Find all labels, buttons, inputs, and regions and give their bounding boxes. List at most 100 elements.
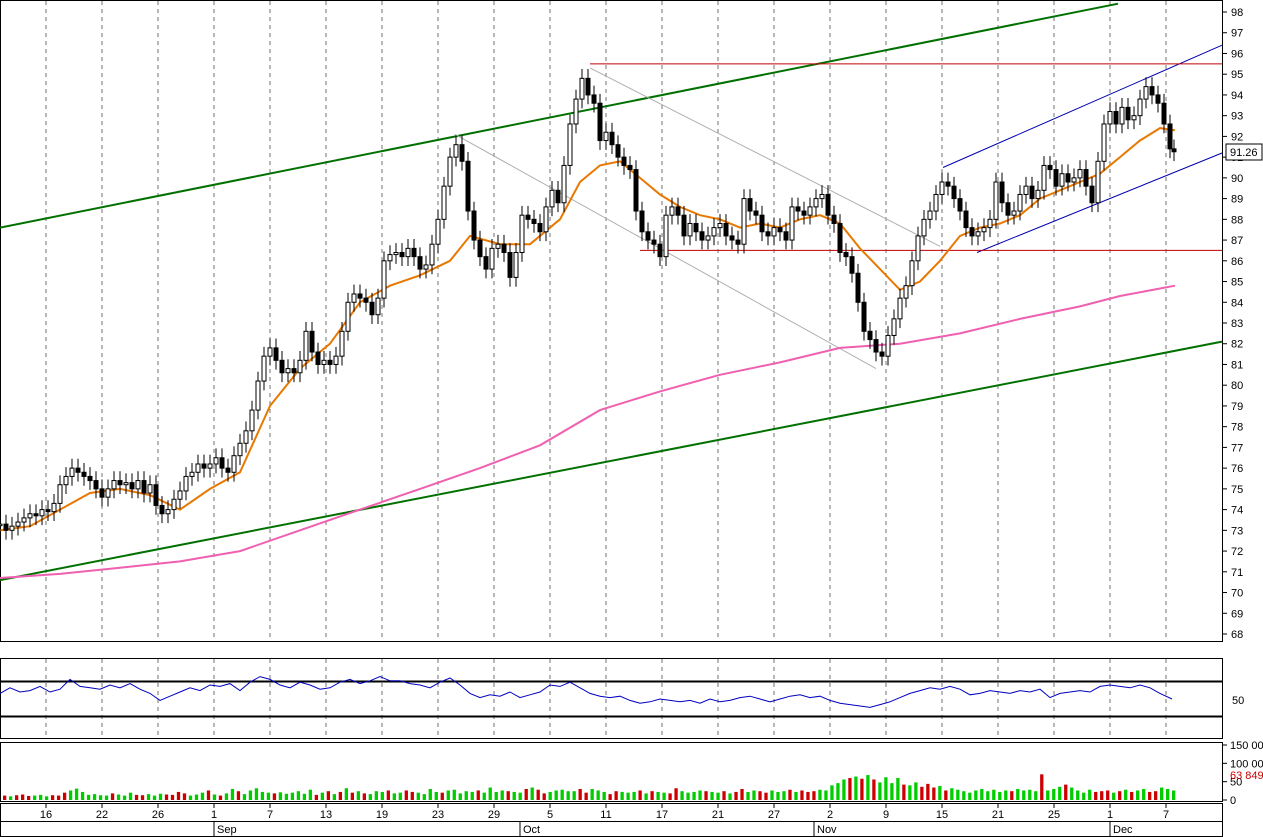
price-candle-157: [939, 181, 945, 195]
volume-bar-179: [1076, 790, 1080, 800]
price-candle-4: [21, 517, 27, 523]
volume-bar-54: [326, 791, 331, 800]
price-candle-131: [783, 231, 789, 241]
volume-bar-2: [14, 795, 19, 800]
price-candle-88: [525, 214, 531, 220]
volume-bar-24: [146, 794, 151, 800]
price-candle-161: [963, 210, 969, 229]
price-candle-82: [489, 247, 495, 270]
price-candle-53: [315, 351, 321, 365]
day-tick-label-3: 1: [211, 809, 217, 821]
price-candle-116: [693, 222, 699, 233]
price-candle-95: [567, 123, 573, 166]
volume-bar-177: [1064, 784, 1068, 800]
price-candle-72: [429, 243, 435, 266]
price-candle-132: [789, 206, 795, 241]
volume-bar-188: [1130, 791, 1134, 800]
volume-bar-135: [812, 791, 816, 800]
day-tick-label-0: 16: [40, 809, 52, 821]
volume-bar-0: [3, 795, 7, 800]
price-tick-label-85: 85: [1231, 277, 1243, 289]
price-candle-2: [9, 525, 15, 531]
price-candle-184: [1101, 123, 1107, 162]
price-candle-76: [453, 144, 459, 158]
volume-bar-141: [848, 778, 852, 800]
price-candle-32: [189, 471, 195, 477]
price-candle-125: [747, 198, 753, 212]
price-candle-84: [501, 243, 507, 254]
price-candle-13: [75, 467, 81, 473]
price-candle-6: [33, 513, 39, 517]
price-tick-label-87: 87: [1231, 235, 1243, 247]
price-candle-71: [423, 264, 429, 270]
price-tick-label-90: 90: [1231, 173, 1243, 185]
price-candle-62: [369, 301, 375, 316]
price-candle-26: [153, 484, 159, 506]
volume-bar-77: [464, 791, 468, 800]
volume-bar-130: [782, 791, 786, 800]
volume-bar-16: [98, 795, 103, 800]
price-candle-67: [399, 252, 405, 258]
price-tick-label-82: 82: [1231, 339, 1243, 351]
volume-bar-61: [368, 794, 372, 800]
month-tick-label-2: Nov: [817, 824, 837, 836]
volume-bar-67: [404, 790, 408, 800]
day-tick-label-2: 26: [152, 809, 164, 821]
volume-bar-178: [1070, 787, 1074, 800]
price-candle-37: [219, 457, 225, 469]
day-tick-label-12: 21: [712, 809, 724, 821]
price-tick-label-95: 95: [1231, 69, 1243, 81]
month-tick-label-1: Oct: [523, 824, 540, 836]
price-candle-105: [627, 164, 633, 171]
volume-bar-60: [362, 793, 366, 800]
price-candle-168: [1005, 202, 1011, 216]
volume-bar-66: [398, 792, 402, 800]
price-candle-64: [381, 260, 387, 299]
day-tick-label-19: 1: [1107, 809, 1113, 821]
volume-bar-82: [494, 791, 498, 800]
day-tick-label-13: 27: [768, 809, 780, 821]
price-candle-192: [1149, 86, 1155, 96]
volume-bar-63: [380, 791, 384, 800]
volume-bar-36: [218, 795, 223, 800]
volume-bar-170: [1022, 790, 1026, 800]
volume-bar-71: [428, 789, 432, 800]
price-candle-153: [915, 235, 921, 262]
volume-bar-89: [536, 789, 540, 800]
price-candle-24: [141, 480, 147, 494]
volume-bar-31: [188, 795, 193, 800]
volume-bar-47: [284, 793, 289, 800]
price-candle-169: [1011, 210, 1017, 216]
volume-bar-125: [752, 790, 756, 800]
volume-bar-103: [620, 791, 624, 800]
price-candle-101: [603, 131, 609, 142]
volume-bar-81: [488, 787, 492, 800]
volume-bar-107: [644, 793, 648, 800]
volume-bar-44: [266, 792, 271, 800]
price-candle-92: [549, 189, 555, 208]
price-candle-87: [519, 214, 525, 254]
price-panel-frame: [0, 0, 1223, 642]
volume-bar-12: [74, 788, 79, 800]
price-candle-46: [273, 347, 279, 361]
volume-bar-25: [152, 795, 157, 800]
volume-bar-121: [728, 793, 732, 800]
volume-bar-73: [440, 792, 444, 800]
price-candle-124: [741, 198, 747, 245]
volume-bar-34: [206, 790, 211, 800]
volume-bar-51: [308, 789, 313, 800]
volume-bar-136: [818, 789, 822, 800]
price-candle-68: [405, 247, 411, 258]
price-candle-21: [123, 482, 129, 486]
price-tick-label-77: 77: [1231, 442, 1243, 454]
volume-bar-119: [716, 792, 720, 800]
price-candle-60: [357, 293, 363, 299]
price-candle-85: [507, 252, 513, 278]
volume-bar-165: [992, 789, 996, 800]
volume-bar-113: [680, 791, 684, 800]
volume-bar-40: [242, 794, 247, 800]
volume-bar-117: [704, 791, 708, 800]
volume-bar-137: [824, 790, 828, 800]
volume-bar-187: [1124, 789, 1128, 800]
volume-bar-175: [1052, 789, 1056, 800]
